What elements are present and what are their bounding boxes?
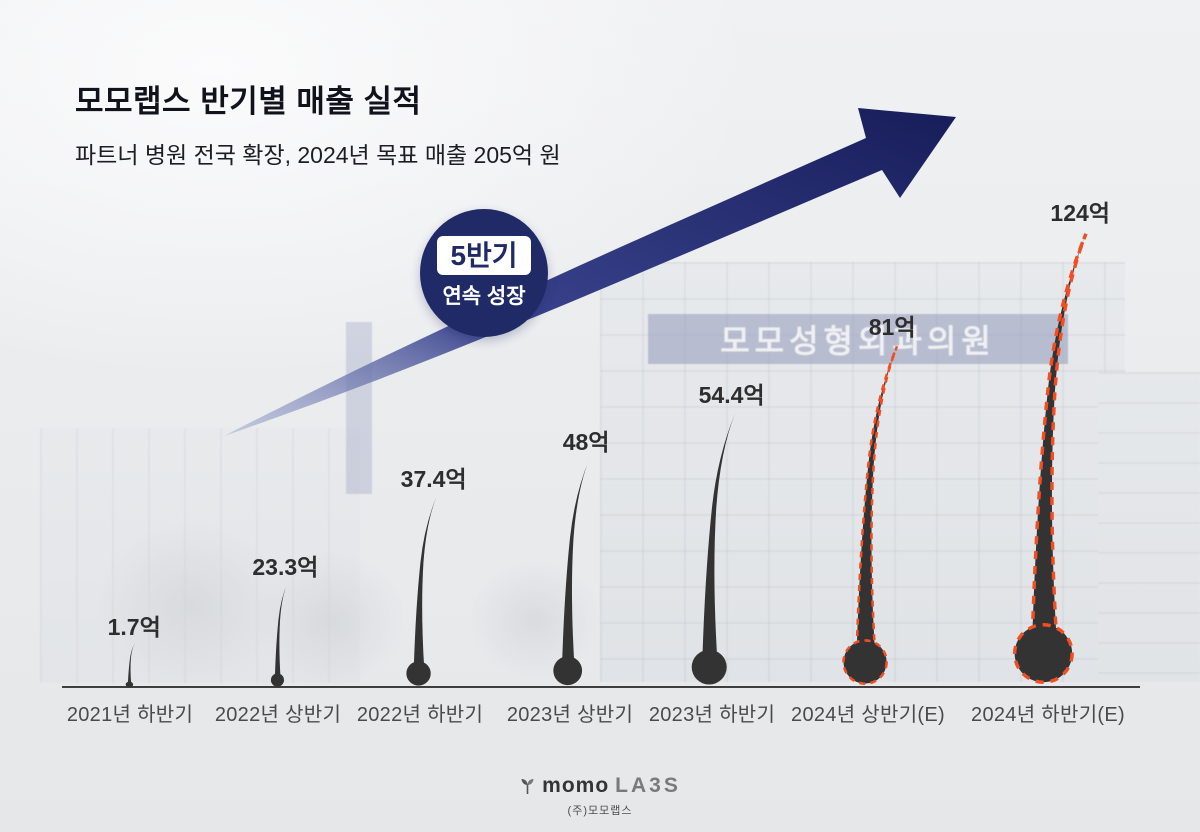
hair-bar-estimate [1012, 233, 1088, 684]
growth-badge-line2: 연속 성장 [442, 285, 526, 308]
logo-momo-text: momo [542, 773, 610, 797]
bar-value-label: 1.7억 [107, 614, 161, 640]
page-subtitle: 파트너 병원 전국 확장, 2024년 목표 매출 205억 원 [75, 142, 561, 168]
logo-labs-text: LA3S [615, 773, 681, 797]
hair-bar [270, 583, 287, 687]
x-axis-label: 2023년 하반기 [648, 704, 776, 726]
hair-bar-estimate [841, 345, 898, 685]
sprout-icon [521, 779, 534, 794]
x-axis-label: 2023년 상반기 [506, 704, 634, 726]
x-axis-line [62, 686, 1140, 688]
x-axis-label: 2022년 상반기 [214, 704, 342, 726]
hair-bar [125, 642, 135, 688]
company-name: (주)모모랩스 [567, 805, 633, 817]
bar-value-label: 54.4억 [698, 382, 765, 408]
hair-bar [691, 413, 736, 685]
page-title: 모모랩스 반기별 매출 실적 [75, 84, 422, 119]
x-axis-label: 2024년 상반기(E) [791, 704, 945, 726]
x-axis-label: 2022년 하반기 [356, 704, 484, 726]
bar-value-label: 37.4억 [400, 466, 467, 492]
bar-value-label: 81억 [868, 314, 916, 340]
bar-value-label: 48억 [562, 429, 610, 455]
growth-badge-line1: 5반기 [437, 236, 531, 275]
hair-bar [405, 496, 437, 686]
logo: momo LA3S [519, 774, 681, 798]
x-axis-label: 2024년 하반기(E) [971, 704, 1125, 726]
x-axis-label: 2021년 하반기 [66, 704, 194, 726]
growth-badge: 5반기 연속 성장 [420, 209, 548, 337]
footer: momo LA3S (주)모모랩스 [0, 774, 1200, 819]
bar-value-label: 23.3억 [252, 554, 319, 580]
hair-bar [553, 459, 589, 686]
bar-value-label: 124억 [1050, 200, 1110, 226]
